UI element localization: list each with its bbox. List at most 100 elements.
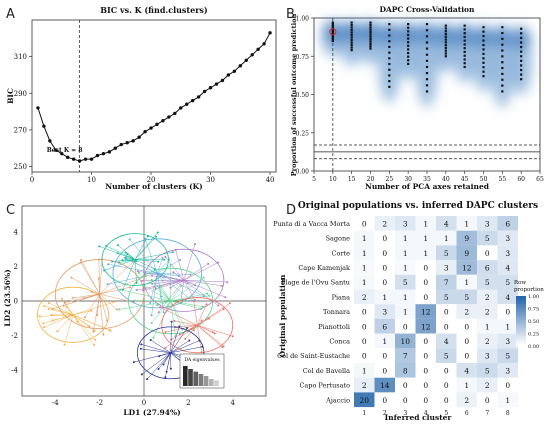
heatmap-cell	[456, 318, 477, 334]
ld-individual-point	[142, 284, 145, 287]
heatmap-cell-value: 1	[362, 263, 367, 272]
heatmap-cell-value: 1	[485, 322, 490, 331]
cv-title: DAPC Cross-Validation	[379, 5, 475, 14]
heatmap-cell-value: 0	[464, 322, 469, 331]
heatmap-cell-value: 1	[423, 249, 428, 258]
bic-xtick-label: 40	[266, 176, 275, 184]
heatmap-cell-value: 5	[444, 293, 449, 302]
bic-point	[137, 135, 141, 139]
ld-individual-segment	[99, 293, 118, 310]
cv-replicate-point	[425, 35, 429, 38]
heatmap-cell-value: 0	[423, 337, 428, 346]
heatmap-cell-value: 0	[362, 322, 367, 331]
bic-point	[155, 122, 159, 127]
ld-individual-segment	[158, 280, 185, 313]
ld-individual-point	[201, 345, 204, 348]
cv-replicate-point	[463, 39, 466, 42]
cv-replicate-point	[482, 48, 485, 51]
cv-replicate-point	[331, 39, 334, 43]
heatmap-cell	[374, 392, 395, 408]
bic-point	[185, 102, 189, 106]
heatmap-cell	[415, 304, 436, 319]
heatmap-cell	[415, 348, 436, 363]
ld-ytick-label: 4	[14, 228, 19, 236]
heatmap-cell	[497, 260, 518, 275]
cv-xtick-label: 5	[312, 176, 316, 183]
heatmap-row-label: Punta di a Vacca Morta	[273, 220, 350, 228]
bic-point	[202, 89, 207, 94]
cv-xlabel: Number of PCA axes retained	[365, 182, 490, 191]
ld-individual-point	[226, 281, 229, 284]
ld-individual-segment	[170, 293, 208, 302]
ld-individual-segment	[158, 352, 171, 370]
heatmap-cell-value: 0	[403, 381, 408, 390]
heatmap-cell-value: 0	[485, 396, 490, 405]
ld-individual-point	[72, 296, 75, 299]
bic-ylabel: BIC	[6, 88, 15, 104]
ld-individual-point	[51, 307, 54, 310]
ld-individual-segment	[120, 289, 171, 302]
heatmap-legend-gradient-step	[516, 310, 526, 313]
heatmap-row-label: Capo Pertusato	[299, 382, 350, 390]
heatmap-cell-value: 1	[505, 322, 510, 331]
cv-replicate-point	[388, 85, 391, 88]
heatmap-cell	[436, 377, 457, 393]
cv-ytick-label: 0.00	[296, 169, 310, 176]
heatmap-cell	[395, 363, 416, 378]
cv-replicate-point	[482, 30, 485, 33]
eigenvalue-bar	[198, 374, 204, 386]
heatmap-cell-value: 9	[464, 234, 469, 243]
bic-point	[101, 151, 106, 156]
heatmap-cell-value: 0	[382, 396, 387, 405]
heatmap-cell	[497, 377, 518, 393]
cv-ytick-label: 0.50	[296, 92, 310, 99]
heatmap-cell-value: 1	[382, 337, 387, 346]
ld-individual-segment	[133, 352, 171, 363]
heatmap-legend-gradient-step	[516, 300, 526, 303]
ld-individual-point	[231, 335, 234, 338]
heatmap-cell-value: 4	[444, 337, 449, 346]
ld-individual-point	[207, 262, 210, 265]
ld-individual-segment	[52, 314, 74, 321]
ld-individual-point	[207, 317, 210, 320]
ld-individual-segment	[159, 287, 171, 302]
cv-replicate-point	[369, 45, 372, 48]
cv-replicate-point	[331, 26, 334, 29]
cv-replicate-point	[520, 73, 523, 76]
ld-individual-point	[90, 309, 93, 312]
heatmap-col-label: 1	[362, 410, 366, 417]
ld-individual-segment	[175, 249, 185, 281]
ld-individual-point	[156, 304, 159, 307]
heatmap-cell	[374, 274, 395, 290]
heatmap-cell-value: 5	[403, 278, 408, 287]
ld-individual-point	[146, 235, 149, 238]
heatmap-cell	[497, 363, 518, 378]
bic-point	[48, 139, 52, 143]
cv-replicate-point	[425, 59, 429, 62]
cv-replicate-point	[350, 31, 353, 34]
heatmap-cell-value: 0	[403, 396, 408, 405]
heatmap-cell	[497, 392, 518, 408]
bic-ytick-label: 270	[14, 126, 27, 134]
heatmap-legend: Row proportion 1.00 0.75 0.50 0.25 0.00	[514, 280, 544, 350]
heatmap-cell-value: 0	[444, 381, 449, 390]
cv-replicate-point	[501, 31, 504, 35]
ld-xtick-label: -4	[52, 399, 59, 407]
ld-individual-segment	[173, 272, 185, 281]
cv-replicate-point	[425, 23, 429, 26]
heatmap-cell-value: 20	[359, 396, 369, 405]
heatmap-cell-value: 0	[362, 219, 367, 228]
heatmap-cell	[436, 216, 457, 231]
ld-individual-point	[162, 311, 165, 314]
heatmap-cell	[415, 392, 436, 408]
heatmap-cell-value: 2	[485, 308, 490, 317]
cv-replicate-point	[463, 62, 466, 65]
heatmap-cell	[477, 230, 498, 246]
cv-replicate-point	[463, 50, 466, 54]
cv-replicate-point	[369, 23, 372, 27]
ld-individual-point	[160, 284, 163, 287]
heatmap-cell-value: 0	[403, 322, 408, 331]
ld-cluster-ellipse	[136, 326, 205, 380]
cv-replicate-point	[425, 71, 429, 75]
heatmap-legend-tick: 1.00	[528, 294, 539, 300]
